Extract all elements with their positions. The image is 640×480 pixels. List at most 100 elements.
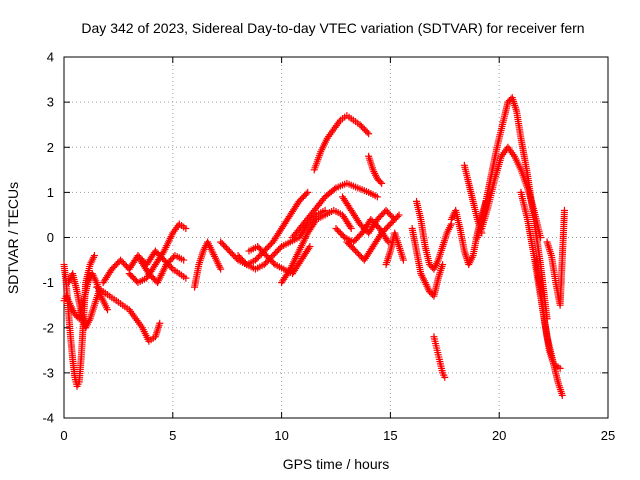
- data-point: [345, 203, 353, 211]
- x-tick-label: 15: [383, 428, 397, 443]
- data-point: [442, 231, 450, 239]
- series-track-q: [339, 193, 399, 237]
- data-point: [268, 258, 276, 266]
- data-point: [362, 127, 370, 135]
- data-point: [349, 244, 357, 252]
- data-point: [330, 185, 338, 193]
- data-point: [541, 317, 549, 325]
- data-point: [173, 268, 181, 276]
- series-track-h: [191, 238, 225, 291]
- data-point: [473, 213, 481, 221]
- series-track-ac: [543, 206, 568, 309]
- data-point: [123, 304, 131, 312]
- data-point: [137, 322, 145, 330]
- data-point: [104, 291, 112, 299]
- data-point: [85, 317, 93, 325]
- y-tick-label: -4: [42, 411, 54, 426]
- data-point: [416, 213, 424, 221]
- data-point: [547, 250, 555, 258]
- data-point: [434, 276, 442, 284]
- data-point: [151, 276, 159, 284]
- data-point: [368, 164, 376, 172]
- series-track-v: [430, 333, 449, 381]
- data-point: [222, 244, 230, 252]
- data-point: [158, 250, 166, 258]
- data-point: [143, 266, 151, 274]
- data-point: [92, 277, 100, 285]
- data-point: [295, 259, 303, 267]
- series-track-u: [413, 197, 455, 273]
- data-point: [363, 128, 371, 136]
- data-point: [434, 349, 442, 357]
- data-point: [103, 304, 111, 312]
- data-point: [90, 303, 98, 311]
- series-track-l: [278, 206, 355, 287]
- data-point: [106, 268, 114, 276]
- data-point: [77, 308, 85, 316]
- data-point: [301, 191, 309, 199]
- data-point: [259, 249, 267, 257]
- data-point: [270, 259, 278, 267]
- data-point: [276, 244, 284, 252]
- data-point: [258, 262, 266, 270]
- data-point: [376, 178, 384, 186]
- data-points: [60, 94, 568, 399]
- series-track-n: [288, 179, 381, 241]
- data-point: [530, 250, 538, 258]
- chart-title: Day 342 of 2023, Sidereal Day-to-day VTE…: [81, 20, 584, 36]
- data-point: [131, 276, 139, 284]
- data-point: [432, 340, 440, 348]
- data-point: [516, 164, 524, 172]
- data-point: [284, 214, 292, 222]
- data-point: [79, 299, 87, 307]
- data-point: [284, 268, 292, 276]
- data-point: [346, 223, 354, 231]
- x-axis-label: GPS time / hours: [283, 456, 390, 472]
- data-point: [464, 177, 472, 185]
- y-tick-label: 2: [47, 140, 54, 155]
- data-point: [168, 255, 176, 263]
- data-point: [329, 186, 337, 194]
- data-point: [66, 299, 74, 307]
- data-point: [383, 236, 391, 244]
- data-point: [110, 295, 118, 303]
- data-point: [438, 244, 446, 252]
- y-tick-label: 3: [47, 95, 54, 110]
- data-point: [509, 150, 517, 158]
- data-point: [178, 255, 186, 263]
- data-point: [427, 262, 435, 270]
- data-point: [83, 281, 91, 289]
- data-point: [73, 286, 81, 294]
- data-point: [484, 204, 492, 212]
- y-tick-label: 1: [47, 185, 54, 200]
- data-point: [304, 246, 312, 254]
- data-point: [199, 249, 207, 257]
- data-point: [469, 195, 477, 203]
- data-point: [438, 263, 446, 271]
- data-point: [433, 258, 441, 266]
- data-point: [362, 187, 370, 195]
- data-point: [211, 254, 219, 262]
- data-point: [294, 249, 302, 257]
- series-track-j: [234, 206, 329, 273]
- data-point: [440, 371, 448, 379]
- series-track-c: [64, 270, 103, 332]
- data-point: [155, 321, 163, 329]
- data-point: [392, 214, 400, 222]
- data-point: [446, 222, 454, 230]
- data-point: [399, 254, 407, 262]
- data-point: [545, 344, 553, 352]
- data-point: [468, 253, 476, 261]
- data-point: [420, 277, 428, 285]
- data-point: [371, 219, 379, 227]
- data-point: [421, 240, 429, 248]
- data-point: [558, 390, 566, 398]
- series-track-t: [408, 224, 447, 300]
- series-track-d: [93, 283, 164, 345]
- data-point: [354, 217, 362, 225]
- data-point: [347, 115, 355, 123]
- data-point: [305, 244, 313, 252]
- data-point: [97, 286, 105, 294]
- data-point: [560, 208, 568, 216]
- data-point: [460, 245, 468, 253]
